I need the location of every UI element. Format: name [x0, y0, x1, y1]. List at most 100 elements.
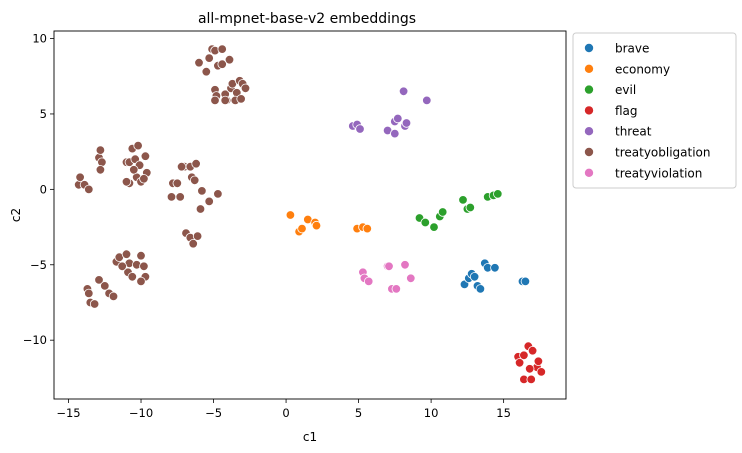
point-economy	[362, 223, 373, 234]
point-treatyobligation	[188, 238, 198, 249]
point-evil	[493, 189, 503, 199]
point-treatyobligation	[204, 196, 214, 207]
point-treatyviolation	[400, 260, 410, 270]
y-tick-label: 10	[32, 32, 47, 46]
point-flag	[533, 356, 544, 367]
point-brave	[469, 272, 480, 282]
point-brave	[475, 284, 486, 294]
point-evil	[458, 195, 468, 205]
point-brave	[520, 276, 531, 287]
point-threat	[390, 128, 400, 139]
legend-marker-brave	[584, 43, 595, 54]
point-treatyobligation	[240, 83, 251, 94]
point-treatyobligation	[95, 145, 106, 155]
point-economy	[311, 220, 322, 231]
point-treatyobligation	[94, 275, 104, 285]
legend-marker-treatyviolation	[584, 167, 595, 178]
point-threat	[401, 118, 412, 128]
y-tick-label: 0	[40, 182, 47, 196]
point-treatyobligation	[117, 261, 127, 272]
point-treatyobligation	[166, 192, 177, 202]
legend-label-evil: evil	[615, 83, 636, 97]
x-tick-label: 5	[355, 406, 362, 420]
point-treatyobligation	[89, 299, 100, 309]
legend-label-threat: threat	[615, 125, 652, 139]
point-evil	[420, 217, 431, 228]
legend-label-flag: flag	[615, 104, 638, 118]
y-axis-label: c2	[9, 208, 23, 222]
point-treatyobligation	[140, 151, 151, 161]
point-treatyobligation	[224, 55, 235, 65]
point-flag	[525, 364, 535, 374]
point-treatyobligation	[84, 288, 94, 299]
x-tick-label: −10	[129, 406, 153, 420]
point-treatyobligation	[210, 95, 220, 106]
legend-label-brave: brave	[615, 42, 649, 56]
x-axis-label: c1	[303, 430, 317, 444]
point-treatyobligation	[129, 165, 139, 175]
point-treatyobligation	[217, 44, 227, 54]
x-tick-label: −15	[56, 406, 80, 420]
point-threat	[393, 113, 403, 124]
y-tick-label: 5	[40, 107, 47, 121]
legend-frame	[572, 32, 737, 189]
point-treatyobligation	[121, 177, 132, 187]
point-treatyobligation	[97, 157, 107, 167]
point-treatyobligation	[213, 189, 223, 199]
legend-marker-evil	[584, 84, 595, 95]
point-treatyobligation	[191, 158, 201, 169]
point-treatyobligation	[194, 58, 204, 68]
point-treatyobligation	[84, 184, 94, 195]
legend-label-treatyobligation: treatyobligation	[615, 146, 711, 160]
point-treatyobligation	[201, 66, 212, 77]
point-threat	[355, 124, 365, 134]
point-treatyobligation	[121, 249, 132, 259]
legend-marker-threat	[584, 126, 595, 137]
legend-marker-flag	[584, 105, 595, 116]
point-treatyobligation	[108, 291, 119, 302]
point-evil	[465, 202, 476, 213]
point-evil	[429, 222, 439, 232]
point-treatyviolation	[384, 261, 394, 272]
point-threat	[422, 95, 432, 106]
point-flag	[536, 367, 547, 377]
point-treatyobligation	[139, 261, 149, 272]
point-treatyobligation	[127, 272, 138, 282]
point-treatyobligation	[175, 192, 185, 202]
point-treatyviolation	[406, 273, 416, 284]
legend-label-economy: economy	[615, 62, 670, 76]
point-treatyobligation	[217, 59, 227, 69]
y-tick-label: −5	[30, 258, 47, 272]
point-treatyobligation	[139, 174, 149, 184]
point-threat	[398, 86, 409, 97]
x-tick-label: 10	[424, 406, 439, 420]
legend-marker-treatyobligation	[584, 146, 595, 157]
x-axis-ticks: −15 −10 −5 0 5 10 15	[56, 399, 511, 420]
point-treatyobligation	[236, 94, 246, 104]
point-treatyobligation	[197, 186, 207, 196]
point-brave	[490, 263, 500, 273]
point-treatyobligation	[176, 161, 187, 172]
point-treatyobligation	[172, 178, 183, 189]
point-treatyobligation	[192, 231, 203, 241]
point-treatyobligation	[220, 95, 230, 106]
point-flag	[519, 350, 529, 361]
point-treatyobligation	[136, 276, 146, 287]
x-tick-label: 0	[282, 406, 289, 420]
point-treatyobligation	[136, 250, 146, 261]
point-flag	[527, 346, 538, 356]
point-treatyobligation	[189, 175, 200, 186]
x-tick-label: −5	[205, 406, 222, 420]
point-treatyobligation	[133, 140, 143, 151]
point-treatyviolation	[364, 276, 374, 287]
plot-frame	[53, 30, 567, 400]
point-economy	[297, 223, 307, 234]
y-axis-ticks: −10 −5 0 5 10	[23, 32, 54, 347]
point-flag	[514, 358, 525, 368]
point-treatyobligation	[75, 172, 85, 183]
point-treatyviolation	[391, 284, 402, 294]
point-treatyobligation	[195, 204, 206, 214]
point-treatyobligation	[95, 165, 106, 175]
legend-marker-economy	[584, 63, 595, 74]
